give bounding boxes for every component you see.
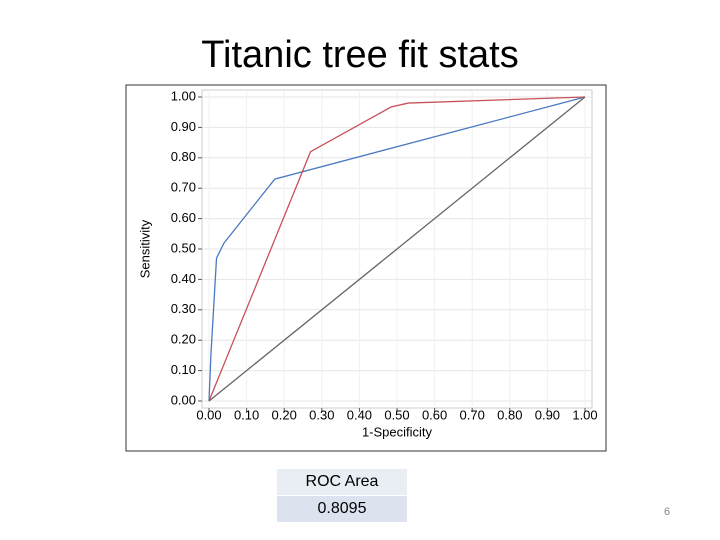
chart-frame — [125, 84, 607, 452]
x-tick-label: 0.90 — [535, 407, 560, 422]
x-tick-label: 1.00 — [572, 407, 597, 422]
y-tick-label: 0.60 — [171, 210, 196, 225]
roc-line — [208, 96, 586, 402]
table-header: ROC Area — [277, 469, 407, 496]
x-axis-label: 1-Specificity — [362, 424, 433, 439]
x-tick-label: 0.30 — [309, 407, 334, 422]
x-tick-label: 0.20 — [272, 407, 297, 422]
y-tick-label: 1.00 — [171, 88, 196, 103]
x-tick-label: 0.40 — [347, 407, 372, 422]
table-cell: 0.8095 — [277, 496, 407, 522]
x-tick-label: 0.50 — [384, 407, 409, 422]
y-tick-label: 0.10 — [171, 362, 196, 377]
y-tick-label: 0.40 — [171, 271, 196, 286]
page-number: 6 — [664, 506, 671, 518]
table: ROC Area 0.8095 — [277, 469, 407, 522]
y-tick-label: 0.30 — [171, 301, 196, 316]
y-tick-label: 0.00 — [171, 392, 196, 407]
x-tick-label: 0.80 — [497, 407, 522, 422]
y-tick-label: 0.80 — [171, 149, 196, 164]
y-tick-label: 0.90 — [171, 119, 196, 134]
x-tick-label: 0.70 — [460, 407, 485, 422]
slide-title: Titanic tree fit stats — [201, 34, 519, 76]
y-tick-label: 0.20 — [171, 332, 196, 347]
roc-line — [208, 96, 586, 402]
x-tick-label: 0.10 — [234, 407, 259, 422]
y-tick-label: 0.50 — [171, 240, 196, 255]
roc-line — [208, 96, 586, 402]
y-tick-label: 0.70 — [171, 180, 196, 195]
y-axis-label: Sensitivity — [137, 219, 152, 278]
x-tick-label: 0.00 — [196, 407, 221, 422]
x-tick-label: 0.60 — [422, 407, 447, 422]
